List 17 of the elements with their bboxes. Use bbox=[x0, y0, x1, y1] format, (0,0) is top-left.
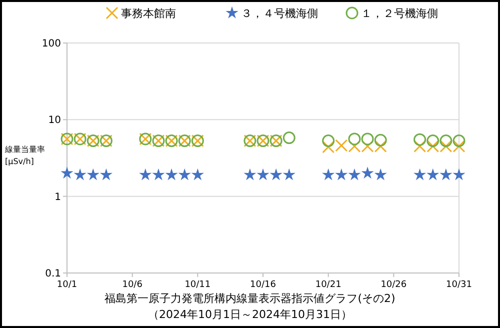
y-tick-label: 0.1 bbox=[45, 268, 61, 280]
legend-label: １，２号機海側 bbox=[361, 7, 438, 20]
y-tick-label: 10 bbox=[48, 115, 61, 126]
x-tick-label: 10/31 bbox=[446, 280, 472, 290]
x-tick-label: 10/1 bbox=[56, 280, 78, 290]
x-tick-label: 10/21 bbox=[315, 280, 342, 290]
text: （2024年10月1日～2024年10月31日） bbox=[148, 308, 352, 321]
x-tick-label: 10/6 bbox=[122, 280, 143, 290]
y-axis-title: 線量当量率 [μSv/h] bbox=[4, 145, 45, 166]
legend-label: ３，４号機海側 bbox=[241, 7, 318, 20]
x-tick-label: 10/11 bbox=[184, 280, 211, 290]
text: 福島第一原子力発電所構内線量表示器指示値グラフ(その2) bbox=[104, 292, 396, 305]
legend-label: 事務本館南 bbox=[121, 7, 176, 20]
x-tick-label: 10/16 bbox=[250, 280, 276, 290]
x-tick-label: 10/26 bbox=[380, 280, 407, 290]
y-tick-label: 1 bbox=[54, 192, 61, 203]
y-tick-label: 100 bbox=[42, 38, 61, 50]
